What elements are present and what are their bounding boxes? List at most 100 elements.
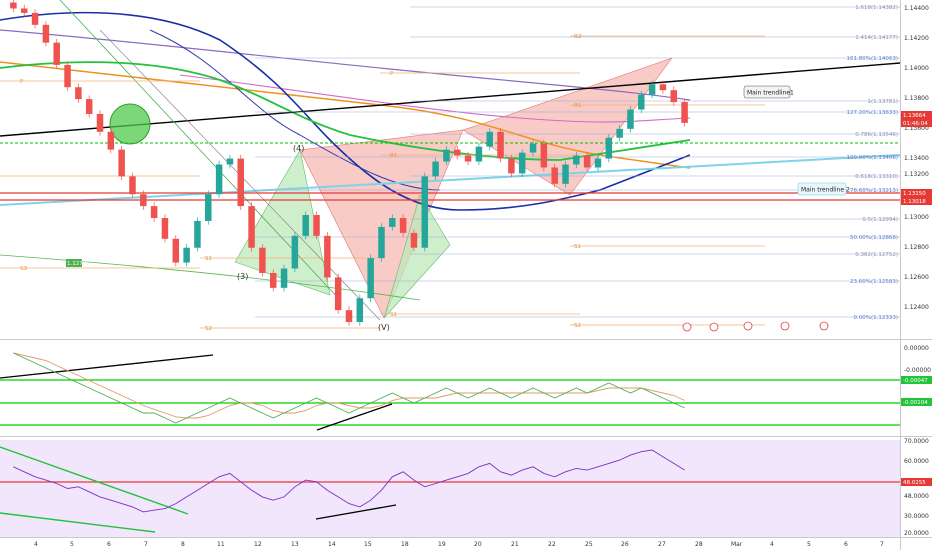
candle[interactable] <box>269 272 277 288</box>
ema-dark-blue-line[interactable] <box>149 29 441 191</box>
candle[interactable] <box>226 158 234 165</box>
candle[interactable] <box>172 238 180 263</box>
candle[interactable] <box>107 131 115 150</box>
rsi-trendline-black[interactable] <box>315 504 397 520</box>
candle[interactable] <box>205 194 212 221</box>
candle[interactable] <box>183 247 190 263</box>
candle[interactable] <box>454 149 461 156</box>
candle[interactable] <box>334 277 342 311</box>
ema-pink-line[interactable] <box>179 74 691 123</box>
candle[interactable] <box>237 158 244 207</box>
pivot-lines[interactable] <box>0 35 765 329</box>
candle[interactable] <box>464 155 472 162</box>
candle[interactable] <box>248 206 255 248</box>
ema-purple-line[interactable] <box>0 29 691 101</box>
candle[interactable] <box>31 12 39 25</box>
event-marker-icon[interactable] <box>682 322 692 332</box>
candle[interactable] <box>638 94 645 110</box>
candle[interactable] <box>497 131 504 159</box>
candle[interactable] <box>215 164 223 195</box>
candle[interactable] <box>378 226 385 259</box>
candle[interactable] <box>10 2 17 9</box>
event-marker-icon[interactable] <box>709 322 719 332</box>
fib-levels[interactable] <box>255 6 900 318</box>
candle[interactable] <box>150 206 158 218</box>
candle[interactable] <box>562 164 569 184</box>
rsi-trendline-green[interactable] <box>0 512 156 533</box>
candle[interactable] <box>529 143 537 153</box>
candle[interactable] <box>551 167 558 184</box>
pivot-label: S2 <box>205 326 212 332</box>
price-axis[interactable]: 1.14400 1.14200 1.14000 1.13800 1.13600 … <box>901 5 932 311</box>
harmonic-pattern-green[interactable] <box>383 194 451 319</box>
candle[interactable] <box>508 158 515 174</box>
candle[interactable] <box>324 235 331 278</box>
candle[interactable] <box>75 87 82 100</box>
candle[interactable] <box>313 215 320 236</box>
drawing-objects[interactable]: (4) (3) (V) Main trendline1 Main trendli… <box>0 0 901 332</box>
main-trendline-2[interactable] <box>0 154 901 206</box>
candle[interactable] <box>42 24 50 43</box>
candle[interactable] <box>583 155 591 168</box>
trendline-2-note[interactable]: Main trendline 2 <box>797 182 850 196</box>
pivot-label: R1 <box>574 103 581 109</box>
candle[interactable] <box>605 137 613 159</box>
candle[interactable] <box>648 84 656 95</box>
candle[interactable] <box>627 109 634 129</box>
candle[interactable] <box>659 84 667 91</box>
candle[interactable] <box>64 64 71 88</box>
candle[interactable] <box>573 155 580 165</box>
candle[interactable] <box>399 218 407 233</box>
candle[interactable] <box>96 113 104 132</box>
candle[interactable] <box>443 149 450 162</box>
event-marker-icon[interactable] <box>819 321 829 331</box>
candle[interactable] <box>475 146 483 162</box>
osc-signal-line[interactable] <box>13 352 685 419</box>
candle[interactable] <box>280 268 288 288</box>
event-markers[interactable] <box>682 321 829 332</box>
candle[interactable] <box>432 161 439 177</box>
candle[interactable] <box>118 149 125 177</box>
highlight-circle[interactable] <box>109 103 151 145</box>
ema-blue-line[interactable] <box>0 11 691 211</box>
candle[interactable] <box>53 42 60 65</box>
osc-tick-label: -0.00000 <box>904 367 931 374</box>
candle[interactable] <box>291 235 299 269</box>
candle[interactable] <box>540 143 548 168</box>
candle[interactable] <box>367 258 374 299</box>
candle[interactable] <box>594 158 602 168</box>
candle[interactable] <box>389 218 396 227</box>
oscillator-pane[interactable]: 0.00000 -0.00000 -0.00047 -0.00104 <box>0 345 932 431</box>
osc-main-line[interactable] <box>13 352 685 424</box>
fib-label: 127.20%(1.13633) <box>846 110 898 116</box>
candle[interactable] <box>194 220 201 248</box>
candle[interactable] <box>259 247 266 273</box>
main-trendline-note[interactable]: Main trendline1 <box>743 85 794 99</box>
candle[interactable] <box>410 232 418 248</box>
candle[interactable] <box>356 298 364 323</box>
candle[interactable] <box>681 102 688 123</box>
candle[interactable] <box>518 152 526 174</box>
candle[interactable] <box>486 131 493 147</box>
candle[interactable] <box>85 99 93 114</box>
event-marker-icon[interactable] <box>743 321 753 331</box>
price-tick-label: 1.13000 <box>904 214 929 221</box>
candle[interactable] <box>129 176 136 195</box>
rsi-line[interactable] <box>13 449 685 513</box>
candle[interactable] <box>345 310 353 323</box>
candle[interactable] <box>302 215 309 236</box>
candle[interactable] <box>616 128 623 138</box>
candle[interactable] <box>670 90 678 103</box>
candle[interactable] <box>140 194 147 207</box>
rsi-pane[interactable]: 70.0000 60.0000 48.0000 30.0000 20.0000 … <box>0 438 932 537</box>
rsi-trendline-green[interactable] <box>0 446 189 515</box>
candle[interactable] <box>20 8 28 13</box>
candle[interactable] <box>161 218 169 239</box>
candle[interactable] <box>421 176 429 248</box>
osc-divergence-line[interactable] <box>316 403 393 431</box>
osc-divergence-line[interactable] <box>0 354 214 379</box>
candlestick-series[interactable] <box>10 0 688 326</box>
event-marker-icon[interactable] <box>780 321 790 331</box>
time-axis[interactable]: 4 5 6 7 8 11 12 13 14 15 18 19 20 21 22 … <box>34 541 884 548</box>
